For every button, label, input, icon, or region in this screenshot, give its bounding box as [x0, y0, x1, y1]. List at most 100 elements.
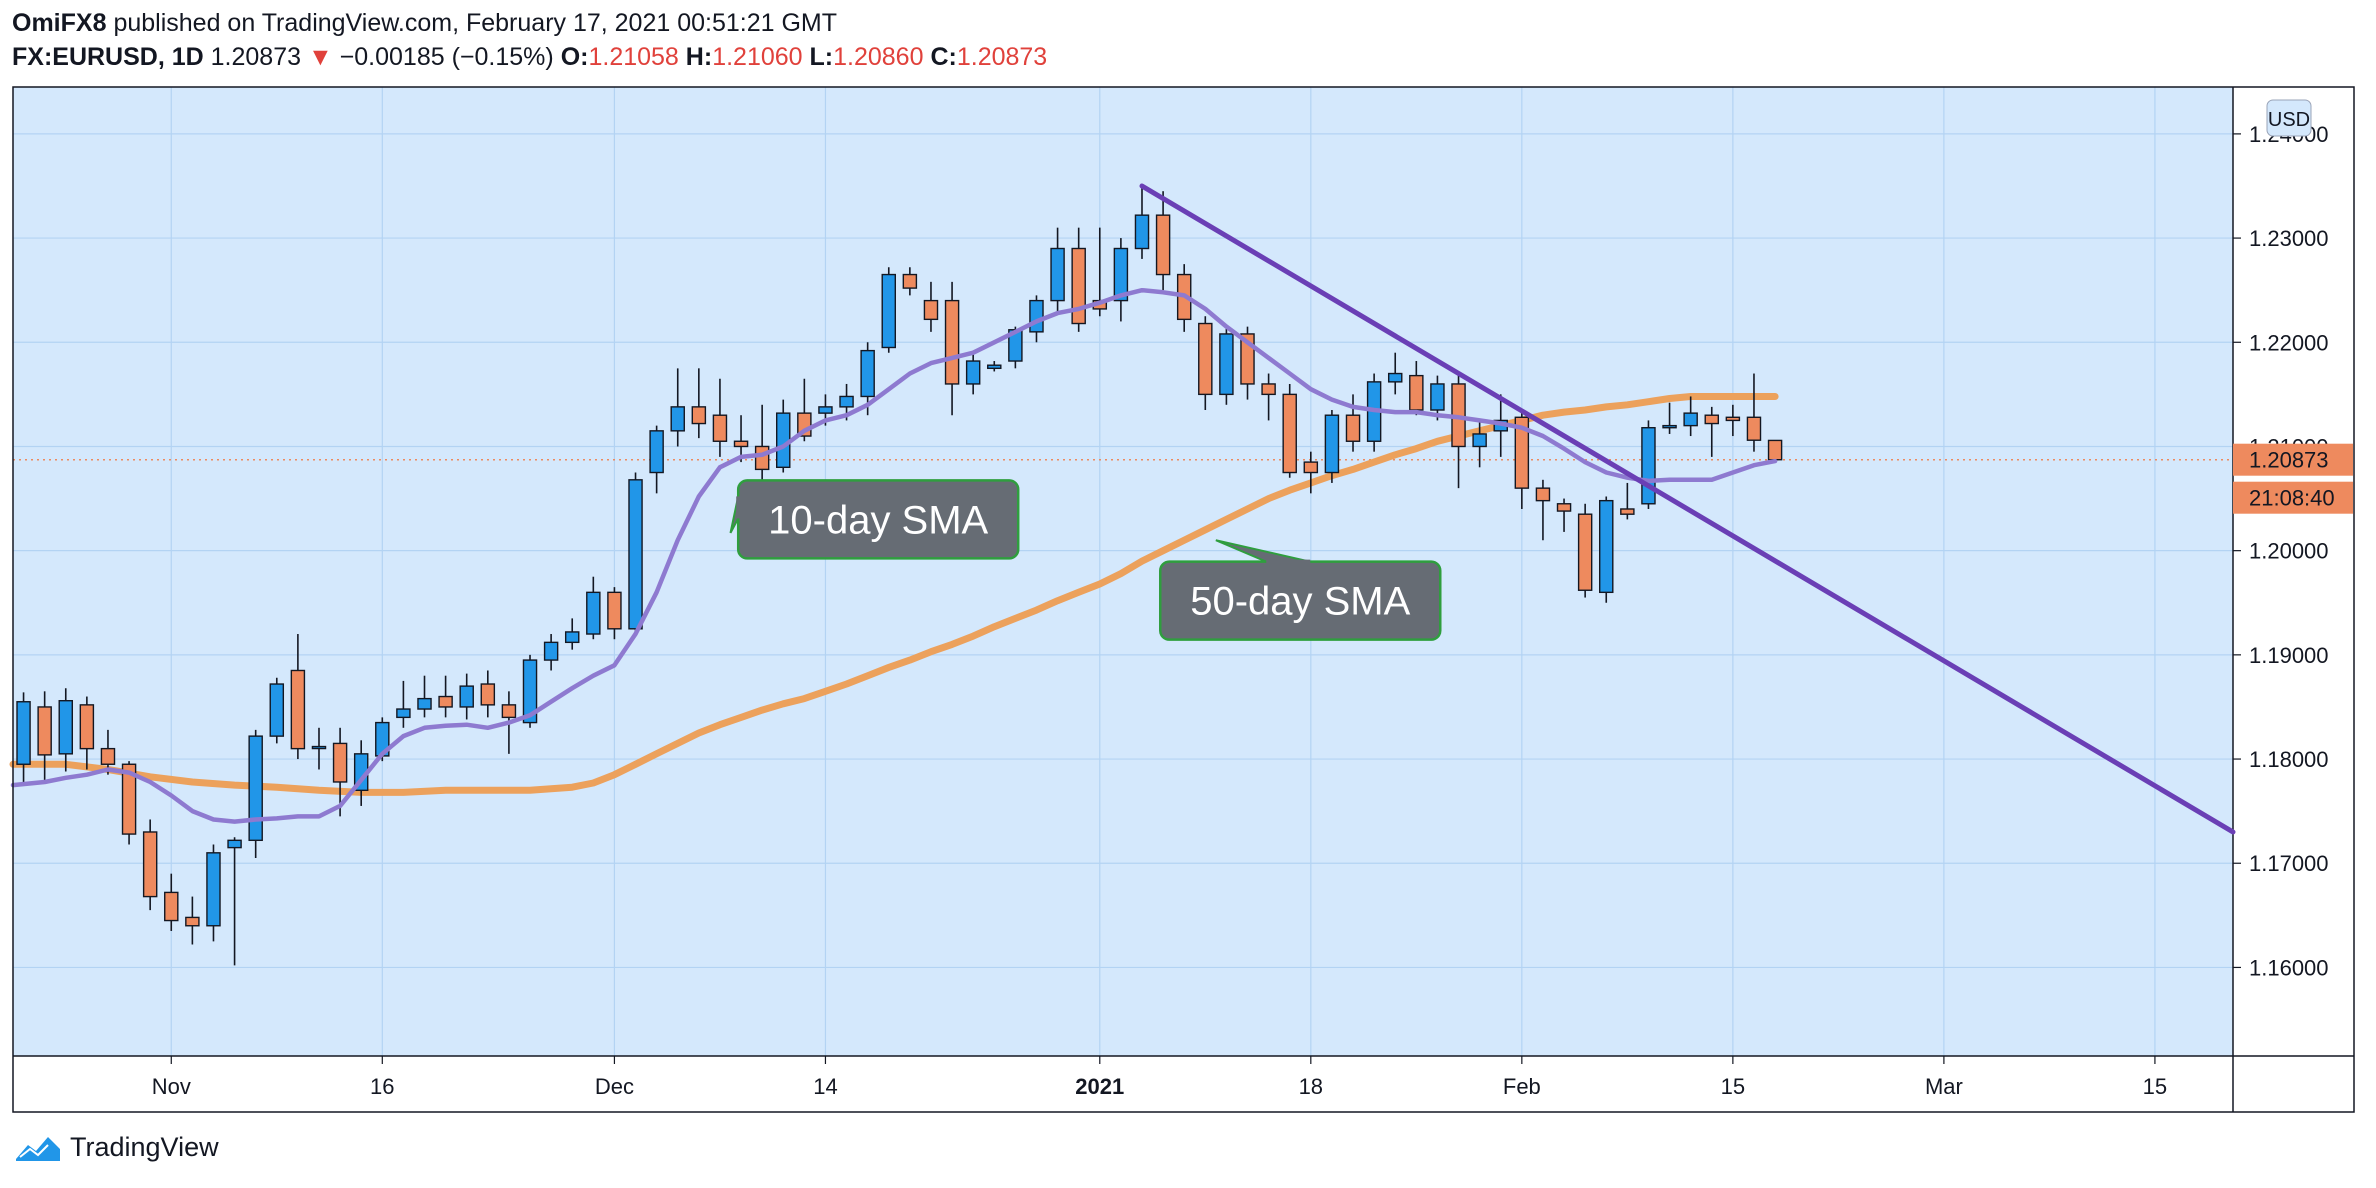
- candle: [776, 399, 791, 473]
- close-label: C:: [930, 43, 957, 71]
- price-axis[interactable]: 1.160001.170001.180001.190001.200001.210…: [2233, 122, 2353, 981]
- candle-body: [776, 412, 791, 469]
- x-tick-label: 14: [813, 1074, 837, 1099]
- candle-body: [522, 659, 538, 724]
- candle-body: [712, 414, 728, 442]
- candle: [1198, 316, 1213, 410]
- candle-body: [1683, 412, 1698, 427]
- candle-body: [1071, 247, 1086, 325]
- candle-body: [1345, 414, 1361, 442]
- x-tick-label: 2021: [1075, 1074, 1124, 1099]
- price-chart[interactable]: 10-day SMA 50-day SMA 1.16000 1.17000 1.180…: [0, 0, 2376, 1120]
- candle-body: [227, 839, 242, 849]
- candle-body: [923, 299, 939, 321]
- candle: [206, 844, 221, 942]
- current-price-tag[interactable]: [2233, 443, 2353, 476]
- candle-body: [206, 852, 221, 927]
- candle: [586, 576, 601, 640]
- brand-name[interactable]: TradingView: [70, 1132, 219, 1162]
- candle: [987, 361, 1002, 372]
- annotation-callout[interactable]: 50-day SMA: [1159, 539, 1442, 641]
- annotation-callout[interactable]: 10-day SMA: [729, 479, 1020, 560]
- countdown-tag: [2233, 481, 2353, 514]
- candle: [1599, 496, 1614, 603]
- x-tick-label: Mar: [1925, 1074, 1963, 1099]
- candle: [733, 415, 749, 463]
- currency-label: USD: [2268, 109, 2310, 131]
- candle-body: [142, 831, 158, 898]
- candle-body: [818, 406, 833, 414]
- candle-body: [860, 349, 875, 398]
- candle-body: [543, 641, 559, 661]
- x-tick-label: 15: [2143, 1074, 2167, 1099]
- candle-body: [1577, 513, 1593, 591]
- time-axis[interactable]: Nov 16 Dec 14 2021 18 Feb 15 Mar 15: [152, 1056, 2167, 1099]
- candle: [142, 819, 158, 911]
- candle: [417, 675, 432, 718]
- candle: [712, 378, 728, 457]
- candle-body: [1746, 416, 1762, 441]
- callout-text: 50-day SMA: [1190, 580, 1410, 624]
- candle-body: [1767, 439, 1783, 461]
- candle: [965, 352, 981, 395]
- open-label: O:: [560, 43, 589, 71]
- candle-body: [1155, 214, 1171, 276]
- trendline[interactable]: [1139, 183, 2236, 835]
- candle: [375, 717, 390, 762]
- candle: [1071, 227, 1086, 332]
- candle: [1219, 326, 1234, 405]
- candle: [185, 896, 200, 945]
- candle-body: [944, 299, 960, 385]
- x-tick-label: 15: [1721, 1074, 1745, 1099]
- candle: [902, 267, 918, 296]
- candle: [1725, 404, 1741, 437]
- candle: [1556, 498, 1572, 532]
- candle-body: [1704, 414, 1720, 425]
- candles: [16, 185, 1783, 966]
- currency-badge[interactable]: [2266, 99, 2312, 137]
- candle-body: [16, 701, 31, 765]
- callout-box: [736, 479, 1020, 560]
- author-name[interactable]: OmiFX8: [12, 9, 107, 37]
- candle: [1704, 406, 1720, 457]
- low-label: L:: [809, 43, 834, 71]
- symbol-line: FX:EURUSD, 1D 1.20873 ▼ −0.00185 (−0.15%…: [12, 40, 2352, 74]
- high-value: 1.21060: [712, 43, 803, 71]
- candle-body: [1662, 424, 1677, 429]
- candle-body: [332, 742, 348, 783]
- candle-body: [1198, 322, 1213, 396]
- candle-body: [1134, 214, 1150, 250]
- candle-body: [839, 395, 854, 408]
- candle: [37, 691, 52, 782]
- open-value: 1.21058: [588, 43, 679, 71]
- sma10-line: [10, 287, 1778, 824]
- candle-body: [1535, 487, 1551, 502]
- candle: [1261, 373, 1276, 421]
- tradingview-logo-icon[interactable]: [14, 1133, 62, 1163]
- candle-body: [965, 360, 981, 385]
- chart-frame: [12, 86, 2355, 1113]
- candle-body: [902, 273, 918, 289]
- candle: [691, 368, 707, 439]
- candle-body: [564, 631, 580, 644]
- candle-body: [733, 440, 749, 448]
- publish-line: OmiFX8 published on TradingView.com, Feb…: [12, 6, 2352, 40]
- candle: [1303, 451, 1319, 494]
- candle-body: [37, 706, 52, 756]
- candle: [1324, 410, 1340, 483]
- candle-body: [164, 891, 179, 922]
- candle-body: [480, 683, 496, 706]
- candle: [607, 587, 622, 640]
- candle: [923, 281, 939, 332]
- x-tick-label: Dec: [595, 1074, 634, 1099]
- y-tick-label: 1.16000: [2249, 955, 2329, 980]
- candle: [290, 634, 306, 760]
- candle-body: [248, 735, 263, 842]
- candle: [1472, 420, 1487, 468]
- candle-body: [1219, 333, 1234, 396]
- candle-body: [501, 704, 517, 719]
- x-tick-label: 18: [1299, 1074, 1323, 1099]
- candle: [1387, 352, 1403, 395]
- candle-body: [1387, 372, 1403, 383]
- candle-body: [691, 406, 707, 425]
